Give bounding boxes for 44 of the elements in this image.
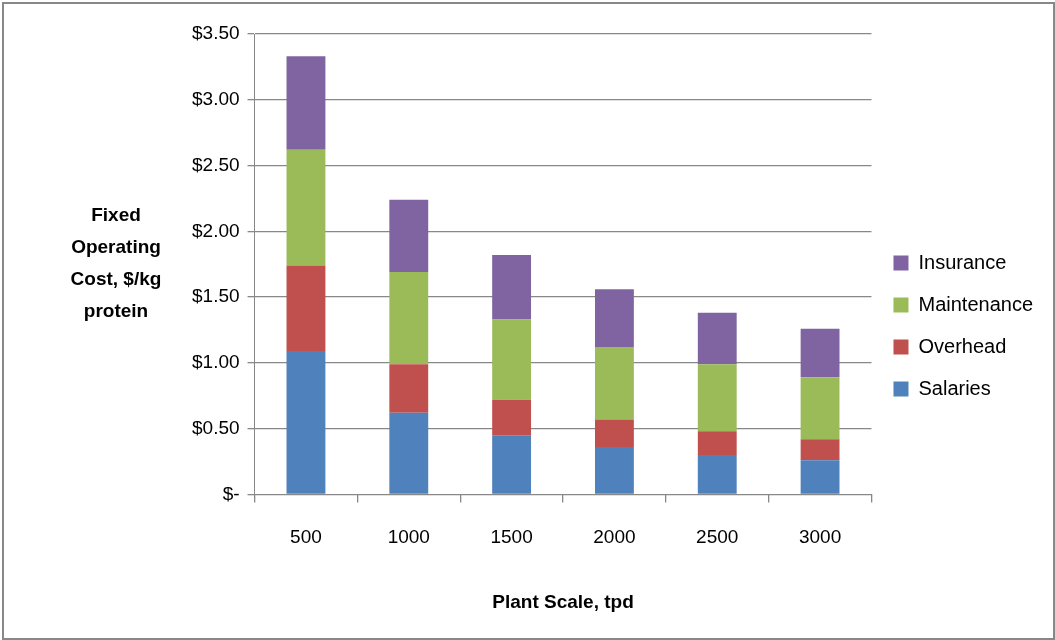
y-tick-label: $0.50 [192, 416, 240, 438]
x-tick-label: 500 [290, 526, 322, 548]
bar [389, 272, 429, 365]
bar [389, 364, 429, 413]
x-axis-title: Plant Scale, tpd [492, 590, 634, 612]
bar [697, 454, 737, 494]
legend-label: Overhead [918, 334, 1007, 357]
y-tick-label: $1.50 [192, 285, 240, 307]
bar [492, 319, 532, 400]
x-tick-label: 2500 [696, 526, 739, 548]
bar [389, 412, 429, 494]
bar [697, 364, 737, 432]
bar [594, 419, 634, 448]
bar [594, 347, 634, 420]
y-axis-title: Fixed Operating Cost, $/kg protein [70, 204, 162, 322]
y-tick-label: $2.00 [192, 219, 240, 241]
legend-label: Salaries [918, 376, 991, 399]
bar [697, 312, 737, 365]
bar [800, 460, 840, 494]
x-tick-label: 1500 [490, 526, 533, 548]
y-tick-label: $- [222, 482, 240, 504]
bar [492, 435, 532, 494]
bar [594, 289, 634, 348]
bar [286, 149, 326, 266]
x-tick-label: 1000 [387, 526, 430, 548]
x-tick-label: 3000 [798, 526, 842, 548]
legend-label: Maintenance [918, 292, 1034, 315]
bar [286, 56, 326, 150]
bar [492, 399, 532, 436]
y-tick-label: $3.00 [192, 88, 240, 110]
bar [286, 265, 326, 352]
y-tick-label: $1.00 [192, 351, 240, 373]
bar [286, 351, 326, 494]
bar [697, 431, 737, 455]
x-tick-label: 2000 [593, 526, 636, 548]
y-tick-label: $2.50 [192, 153, 240, 175]
bar [800, 439, 840, 461]
bar [800, 377, 840, 440]
bar [492, 254, 532, 320]
legend-label: Insurance [918, 250, 1007, 273]
bar [389, 199, 429, 273]
bar [800, 328, 840, 378]
bar [594, 447, 634, 494]
y-tick-label: $3.50 [192, 22, 240, 44]
